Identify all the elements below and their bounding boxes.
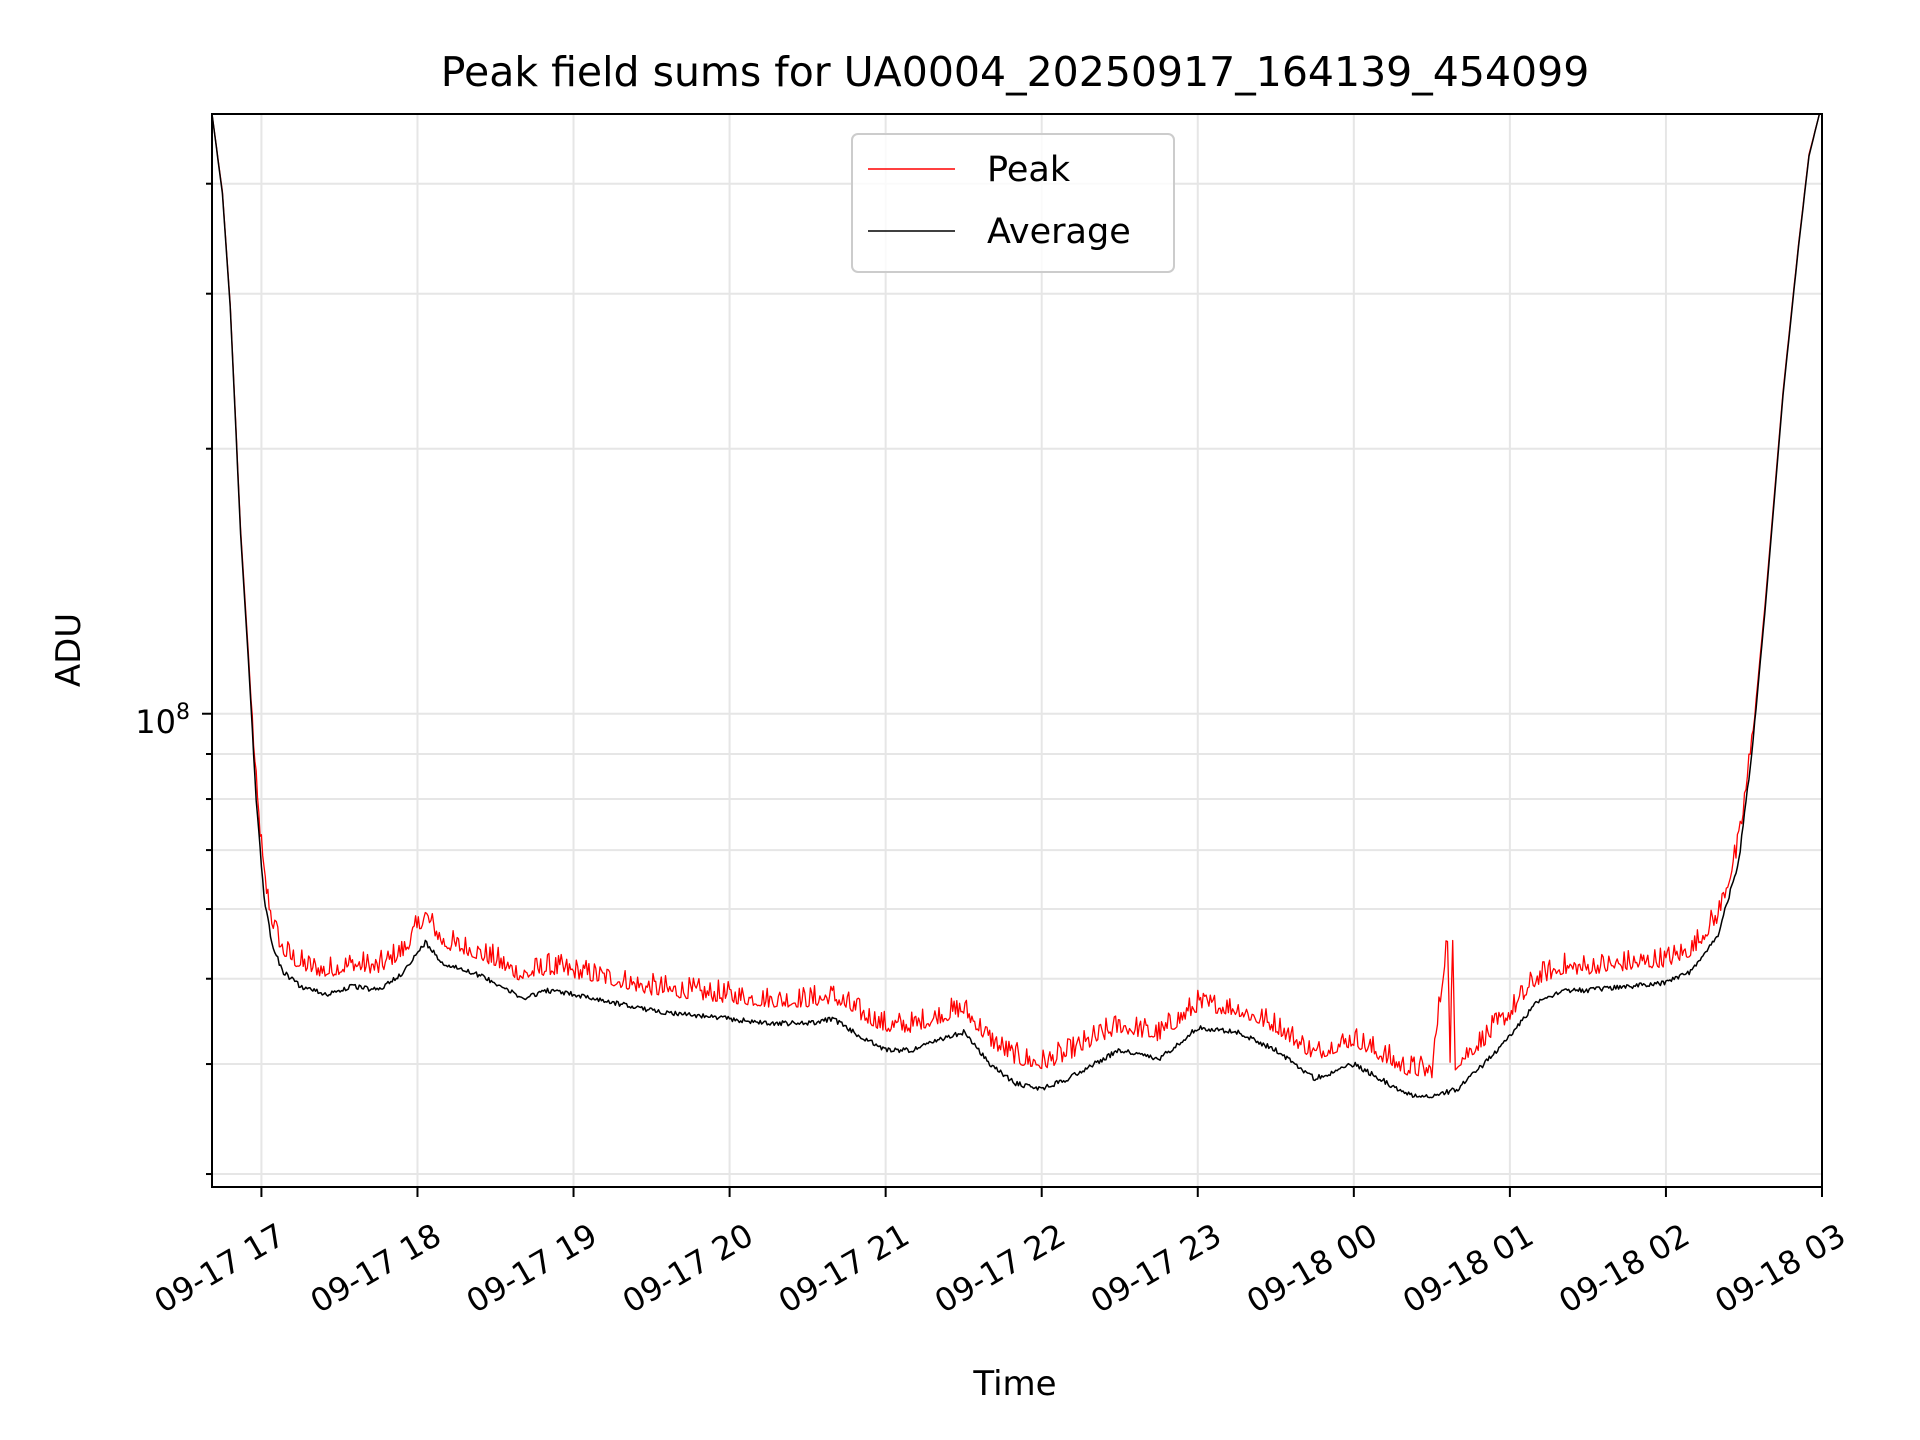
y-axis-title: ADU [49,613,89,687]
series-line-peak [211,113,1821,1079]
y-tick-label-1e8: 108 [135,700,190,741]
legend-label-peak: Peak [987,150,1071,190]
chart-title: Peak field sums for UA0004_20250917_1641… [441,48,1590,96]
legend-label-average: Average [987,212,1131,252]
plot-series [211,113,1821,1099]
x-axis-title: Time [972,1364,1056,1404]
y-axis: 108 [135,182,212,1176]
plot-frame [211,113,1823,1188]
legend: Peak Average [851,133,1175,273]
series-line-average [211,113,1821,1099]
